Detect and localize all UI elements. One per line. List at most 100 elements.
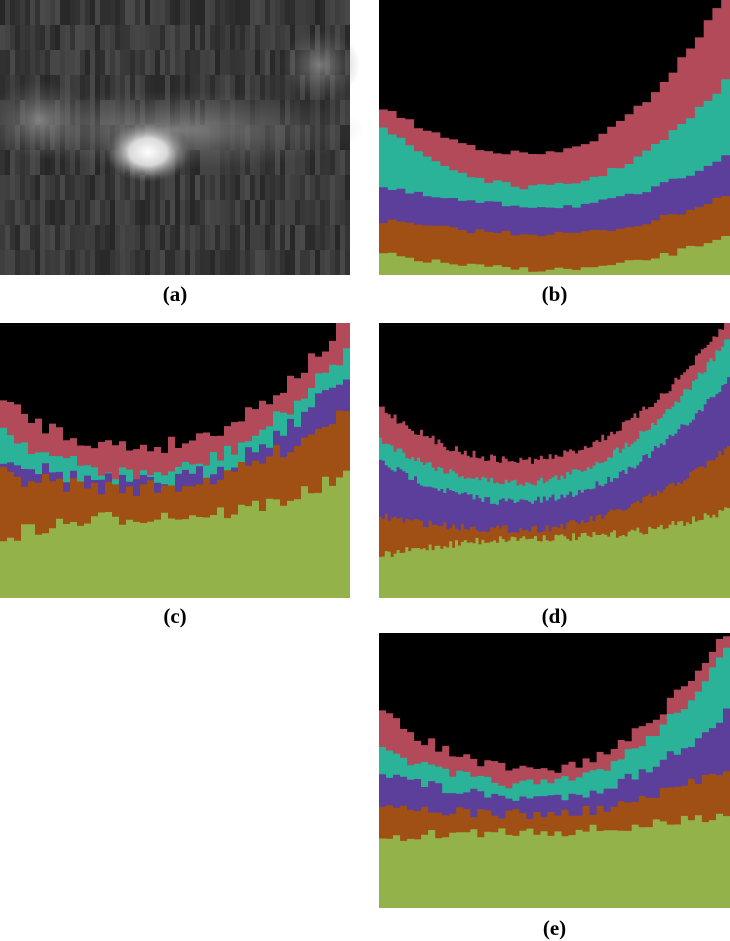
scan-noise <box>150 75 155 100</box>
scan-noise <box>135 25 140 50</box>
scan-noise <box>220 50 225 75</box>
scan-noise <box>170 250 175 275</box>
scan-noise <box>150 200 155 225</box>
scan-noise <box>150 225 155 250</box>
scan-noise <box>290 250 295 275</box>
scan-noise <box>310 250 315 275</box>
scan-noise <box>120 175 125 200</box>
scan-noise <box>160 175 165 200</box>
scan-noise <box>270 50 275 75</box>
scan-noise <box>265 0 270 25</box>
scan-noise <box>140 25 145 50</box>
scan-noise <box>285 150 290 175</box>
scan-noise <box>330 225 335 250</box>
scan-noise <box>70 0 75 25</box>
scan-noise <box>310 225 315 250</box>
scan-noise <box>25 225 30 250</box>
scan-noise <box>265 175 270 200</box>
scan-noise <box>125 75 130 100</box>
scan-noise <box>110 175 115 200</box>
scan-noise <box>260 75 265 100</box>
scan-noise <box>255 250 260 275</box>
scan-noise <box>205 25 210 50</box>
scan-noise <box>90 250 95 275</box>
scan-noise <box>205 75 210 100</box>
scan-noise <box>5 75 10 100</box>
scan-noise <box>195 175 200 200</box>
scan-noise <box>90 175 95 200</box>
scan-noise <box>85 250 90 275</box>
scan-noise <box>235 0 240 25</box>
scan-noise <box>310 0 315 25</box>
scan-noise <box>0 25 5 50</box>
scan-noise <box>45 200 50 225</box>
scan-noise <box>120 225 125 250</box>
scan-noise <box>110 250 115 275</box>
scan-noise <box>140 200 145 225</box>
scan-noise <box>270 0 275 25</box>
scan-noise <box>195 75 200 100</box>
scan-noise <box>10 200 15 225</box>
scan-noise <box>20 250 25 275</box>
segmentation-map <box>379 323 730 598</box>
scan-noise <box>165 50 170 75</box>
scan-noise <box>340 175 345 200</box>
scan-noise <box>235 200 240 225</box>
scan-noise <box>340 0 345 25</box>
scan-noise <box>270 200 275 225</box>
scan-noise <box>115 50 120 75</box>
scan-noise <box>80 250 85 275</box>
scan-noise <box>200 175 205 200</box>
scan-noise <box>75 175 80 200</box>
scan-noise <box>345 200 350 225</box>
scan-noise <box>250 75 255 100</box>
scan-noise <box>55 25 60 50</box>
scan-noise <box>70 75 75 100</box>
scan-noise <box>175 225 180 250</box>
scan-noise <box>50 225 55 250</box>
scan-noise <box>265 200 270 225</box>
scan-noise <box>115 250 120 275</box>
scan-noise <box>100 0 105 25</box>
scan-noise <box>25 250 30 275</box>
scan-noise <box>290 200 295 225</box>
scan-noise <box>0 75 5 100</box>
scan-noise <box>135 75 140 100</box>
scan-noise <box>50 25 55 50</box>
scan-noise <box>200 25 205 50</box>
scan-noise <box>65 175 70 200</box>
scan-noise <box>210 225 215 250</box>
scan-noise <box>15 25 20 50</box>
scan-noise <box>225 25 230 50</box>
scan-noise <box>80 75 85 100</box>
scan-noise <box>0 225 5 250</box>
scan-noise <box>145 175 150 200</box>
scan-noise <box>220 200 225 225</box>
segmentation-map <box>0 323 350 598</box>
scan-noise <box>100 175 105 200</box>
scan-noise <box>280 0 285 25</box>
scan-noise <box>290 150 295 175</box>
scan-noise <box>115 175 120 200</box>
scan-noise <box>115 75 120 100</box>
scan-noise <box>20 25 25 50</box>
scan-noise <box>145 75 150 100</box>
scan-noise <box>190 250 195 275</box>
scan-noise <box>10 250 15 275</box>
scan-noise <box>180 50 185 75</box>
scan-noise <box>55 150 60 175</box>
scan-noise <box>25 200 30 225</box>
scan-noise <box>295 0 300 25</box>
scan-noise <box>185 25 190 50</box>
scan-noise <box>20 175 25 200</box>
scan-noise <box>220 175 225 200</box>
scan-noise <box>260 175 265 200</box>
scan-noise <box>165 0 170 25</box>
scan-noise <box>125 50 130 75</box>
scan-noise <box>100 225 105 250</box>
scan-noise <box>165 75 170 100</box>
scan-noise <box>110 225 115 250</box>
scan-noise <box>320 150 325 175</box>
scan-noise <box>330 200 335 225</box>
scan-noise <box>220 225 225 250</box>
